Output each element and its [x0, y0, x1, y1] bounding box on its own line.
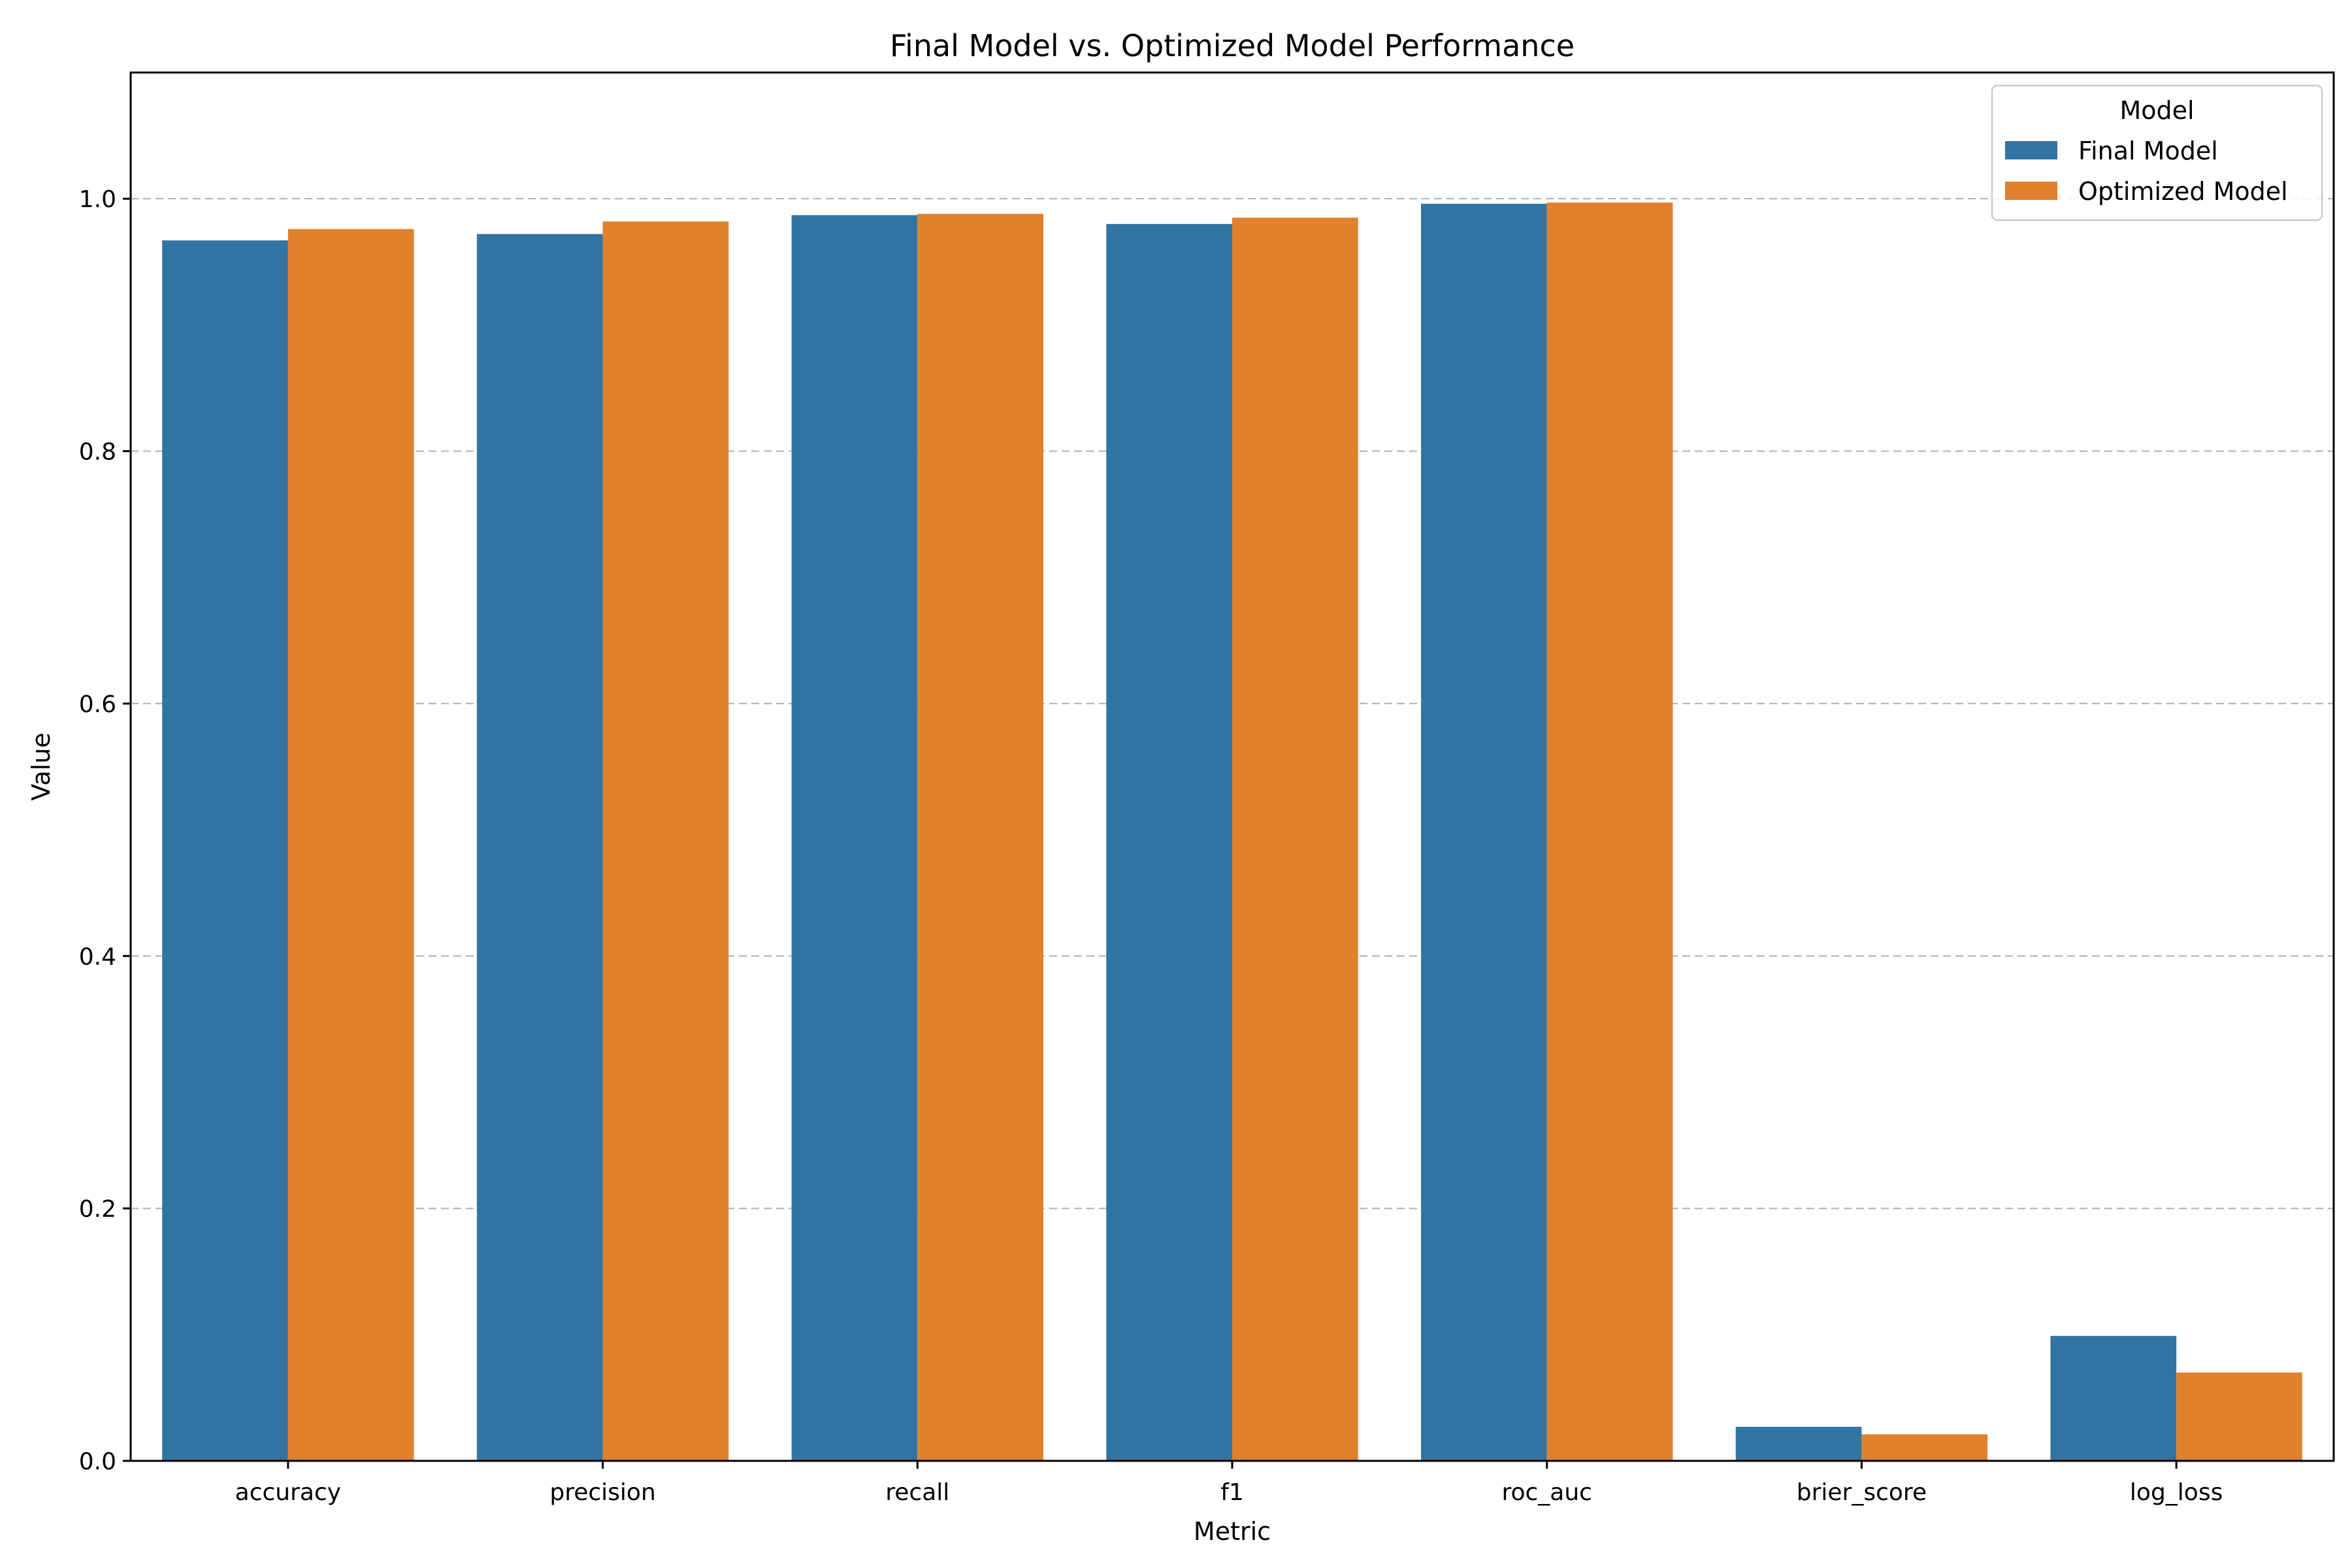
y-tick-label: 1.0: [79, 186, 116, 213]
y-tick-label: 0.8: [79, 439, 116, 466]
bar-optimized-model-brier-score: [1861, 1434, 1988, 1461]
bar-optimized-model-recall: [917, 214, 1043, 1461]
legend-title: Model: [2119, 96, 2194, 125]
axis-ticks: 0.0 0.2 0.4 0.6 0.8 1.0 accuracy precision recal…: [79, 186, 2223, 1506]
legend-swatch: [2005, 182, 2057, 200]
legend-label: Optimized Model: [2078, 177, 2288, 206]
bar-optimized-model-accuracy: [287, 229, 414, 1462]
bar-final-model-accuracy: [162, 240, 288, 1461]
bar-final-model-precision: [476, 234, 603, 1462]
bar-optimized-model-roc-auc: [1546, 202, 1673, 1461]
bar-optimized-model-log-loss: [2176, 1372, 2302, 1461]
y-tick-label: 0.6: [79, 691, 116, 718]
bar-final-model-f1: [1106, 223, 1232, 1462]
bar-final-model-log-loss: [2050, 1335, 2177, 1461]
y-tick-label: 0.2: [79, 1196, 116, 1223]
x-tick-label: accuracy: [235, 1479, 341, 1506]
y-tick-label: 0.4: [79, 943, 116, 970]
x-tick-label: precision: [549, 1479, 655, 1506]
legend-box: [1991, 84, 2323, 221]
x-tick-label: roc_auc: [1501, 1479, 1592, 1506]
legend-label: Final Model: [2078, 137, 2218, 165]
bar-final-model-brier-score: [1735, 1426, 1862, 1461]
x-axis-label: Metric: [1194, 1517, 1271, 1546]
x-tick-label: log_loss: [2130, 1479, 2223, 1506]
bar-optimized-model-precision: [602, 221, 729, 1461]
bar-optimized-model-f1: [1232, 218, 1358, 1462]
legend-items: Final Model Optimized Model: [2005, 137, 2288, 206]
chart-title: Final Model vs. Optimized Model Performa…: [890, 28, 1575, 63]
y-tick-label: 0.0: [79, 1448, 116, 1475]
x-tick-label: recall: [885, 1479, 949, 1506]
legend-swatch: [2005, 141, 2057, 159]
x-tick-label: f1: [1220, 1479, 1244, 1506]
x-tick-label: brier_score: [1797, 1479, 1927, 1506]
bar-final-model-roc-auc: [1421, 203, 1547, 1462]
legend: Model Final Model Optimized Model: [1991, 84, 2323, 221]
bars: [162, 202, 2302, 1462]
y-axis-label: Value: [27, 732, 56, 800]
bar-final-model-recall: [791, 215, 918, 1462]
